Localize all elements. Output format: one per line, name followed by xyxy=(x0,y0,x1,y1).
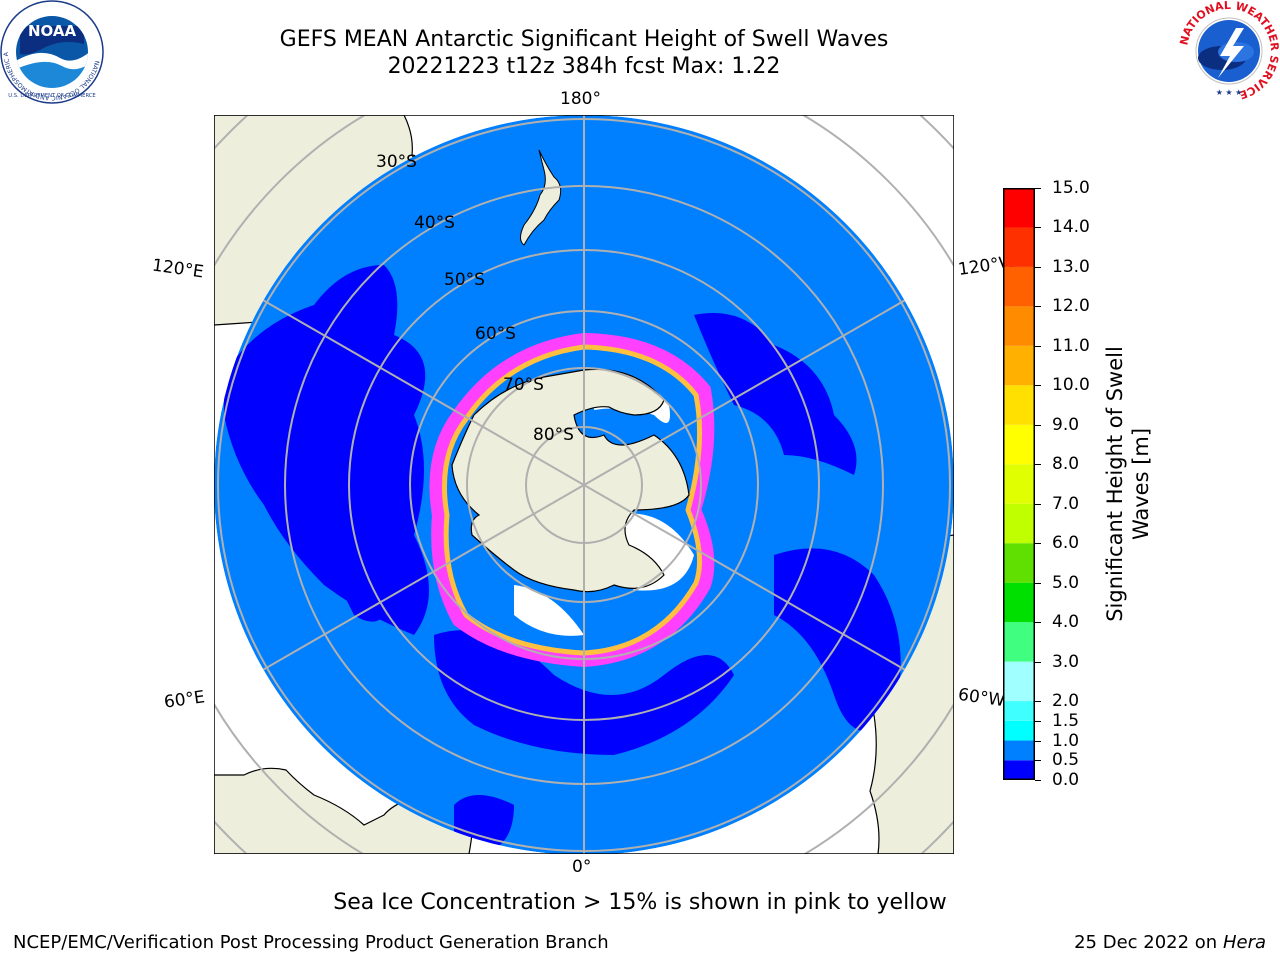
colorbar-tick-mark xyxy=(1035,622,1041,624)
host-name: Hera xyxy=(1222,932,1266,953)
colorbar-tick-label: 2.0 xyxy=(1052,691,1080,712)
colorbar-tick-mark xyxy=(1035,385,1041,387)
polar-map xyxy=(214,115,954,854)
colorbar-segment xyxy=(1003,227,1035,267)
noaa-bottom-text: U.S. DEPARTMENT OF COMMERCE xyxy=(8,93,95,99)
colorbar-segment xyxy=(1003,740,1035,761)
colorbar-tick-label: 0.5 xyxy=(1052,750,1080,771)
date-value: 25 Dec 2022 on xyxy=(1074,932,1218,953)
colorbar-tick-label: 1.0 xyxy=(1052,730,1080,751)
lat-label-40s: 40°S xyxy=(414,213,455,233)
colorbar-segment xyxy=(1003,503,1035,544)
antarctica-land xyxy=(451,368,690,593)
colorbar-tick-mark xyxy=(1035,740,1041,742)
colorbar-tick-mark xyxy=(1035,661,1041,663)
colorbar-segment xyxy=(1003,582,1035,623)
colorbar-tick-label: 1.5 xyxy=(1052,710,1080,731)
colorbar-tick-label: 6.0 xyxy=(1052,533,1080,554)
colorbar-tick-label: 0.0 xyxy=(1052,770,1080,790)
colorbar-tick-label: 8.0 xyxy=(1052,454,1080,475)
colorbar-segment xyxy=(1003,661,1035,702)
lon-label-60e: 60°E xyxy=(162,687,207,713)
lon-label-180: 180° xyxy=(560,89,601,109)
colorbar-tick-mark xyxy=(1035,188,1041,189)
colorbar-segment xyxy=(1003,266,1035,307)
lon-label-120e: 120°E xyxy=(150,255,205,283)
colorbar-tick-label: 9.0 xyxy=(1052,414,1080,435)
noaa-logo-text: NOAA xyxy=(28,22,77,40)
colorbar-tick-mark xyxy=(1035,306,1041,308)
colorbar-tick-label: 10.0 xyxy=(1052,375,1090,396)
lon-label-0: 0° xyxy=(572,857,592,877)
colorbar-segment xyxy=(1003,701,1035,721)
colorbar-tick-label: 15.0 xyxy=(1052,178,1090,198)
colorbar-segment xyxy=(1003,720,1035,741)
colorbar-segment xyxy=(1003,464,1035,504)
colorbar-segment xyxy=(1003,306,1035,346)
lon-label-60w: 60°W xyxy=(956,684,1007,712)
colorbar-tick-label: 14.0 xyxy=(1052,217,1090,238)
colorbar-label-line2: Waves [m] xyxy=(1129,427,1153,541)
new-zealand-land xyxy=(520,149,562,246)
colorbar-segment xyxy=(1003,622,1035,662)
colorbar-tick-mark xyxy=(1035,227,1041,229)
colorbar-tick-label: 4.0 xyxy=(1052,612,1080,633)
lat-label-80s: 80°S xyxy=(533,425,574,445)
graticule xyxy=(214,115,954,854)
colorbar-segment xyxy=(1003,424,1035,465)
chart-title: GEFS MEAN Antarctic Significant Height o… xyxy=(279,27,889,52)
colorbar-tick-mark xyxy=(1035,503,1041,505)
lat-label-70s: 70°S xyxy=(503,375,544,395)
colorbar-segment xyxy=(1003,543,1035,583)
colorbar-tick-mark xyxy=(1035,464,1041,466)
colorbar-tick-mark xyxy=(1035,543,1041,545)
colorbar-segment xyxy=(1003,345,1035,386)
colorbar-tick-label: 12.0 xyxy=(1052,296,1090,317)
nws-logo: NATIONAL WEATHER SERVICE ★ ★ ★ xyxy=(1178,0,1280,102)
colorbar-tick-label: 7.0 xyxy=(1052,493,1080,514)
colorbar-segment xyxy=(1003,760,1035,780)
colorbar-tick-mark xyxy=(1035,424,1041,426)
colorbar-tick-mark xyxy=(1035,582,1041,584)
colorbar-tick-mark xyxy=(1035,780,1041,781)
colorbar-tick-mark xyxy=(1035,720,1041,722)
colorbar-tick-mark xyxy=(1035,701,1041,703)
colorbar-tick-label: 13.0 xyxy=(1052,256,1090,277)
colorbar-tick-label: 11.0 xyxy=(1052,335,1090,356)
colorbar-label-line1: Significant Height of Swell xyxy=(1103,346,1127,622)
colorbar-tick-mark xyxy=(1035,760,1041,762)
lat-label-30s: 30°S xyxy=(376,152,417,172)
chart-subtitle: 20221223 t12z 384h fcst Max: 1.22 xyxy=(387,54,781,79)
credit-text: NCEP/EMC/Verification Post Processing Pr… xyxy=(13,932,609,953)
colorbar-tick-label: 5.0 xyxy=(1052,572,1080,593)
colorbar-tick-mark xyxy=(1035,266,1041,268)
colorbar xyxy=(1003,188,1035,780)
colorbar-segment xyxy=(1003,385,1035,425)
svg-text:★ ★ ★: ★ ★ ★ xyxy=(1216,88,1243,97)
lat-label-60s: 60°S xyxy=(475,324,516,344)
lat-label-50s: 50°S xyxy=(444,270,485,290)
colorbar-segment xyxy=(1003,188,1035,228)
noaa-logo: NOAA NATIONAL OCEANIC AND ATMOSPHERIC AD… xyxy=(0,0,104,104)
colorbar-tick-label: 3.0 xyxy=(1052,651,1080,672)
date-text: 25 Dec 2022 on Hera xyxy=(1074,932,1266,953)
colorbar-tick-mark xyxy=(1035,345,1041,347)
sea-ice-note: Sea Ice Concentration > 15% is shown in … xyxy=(333,890,947,915)
